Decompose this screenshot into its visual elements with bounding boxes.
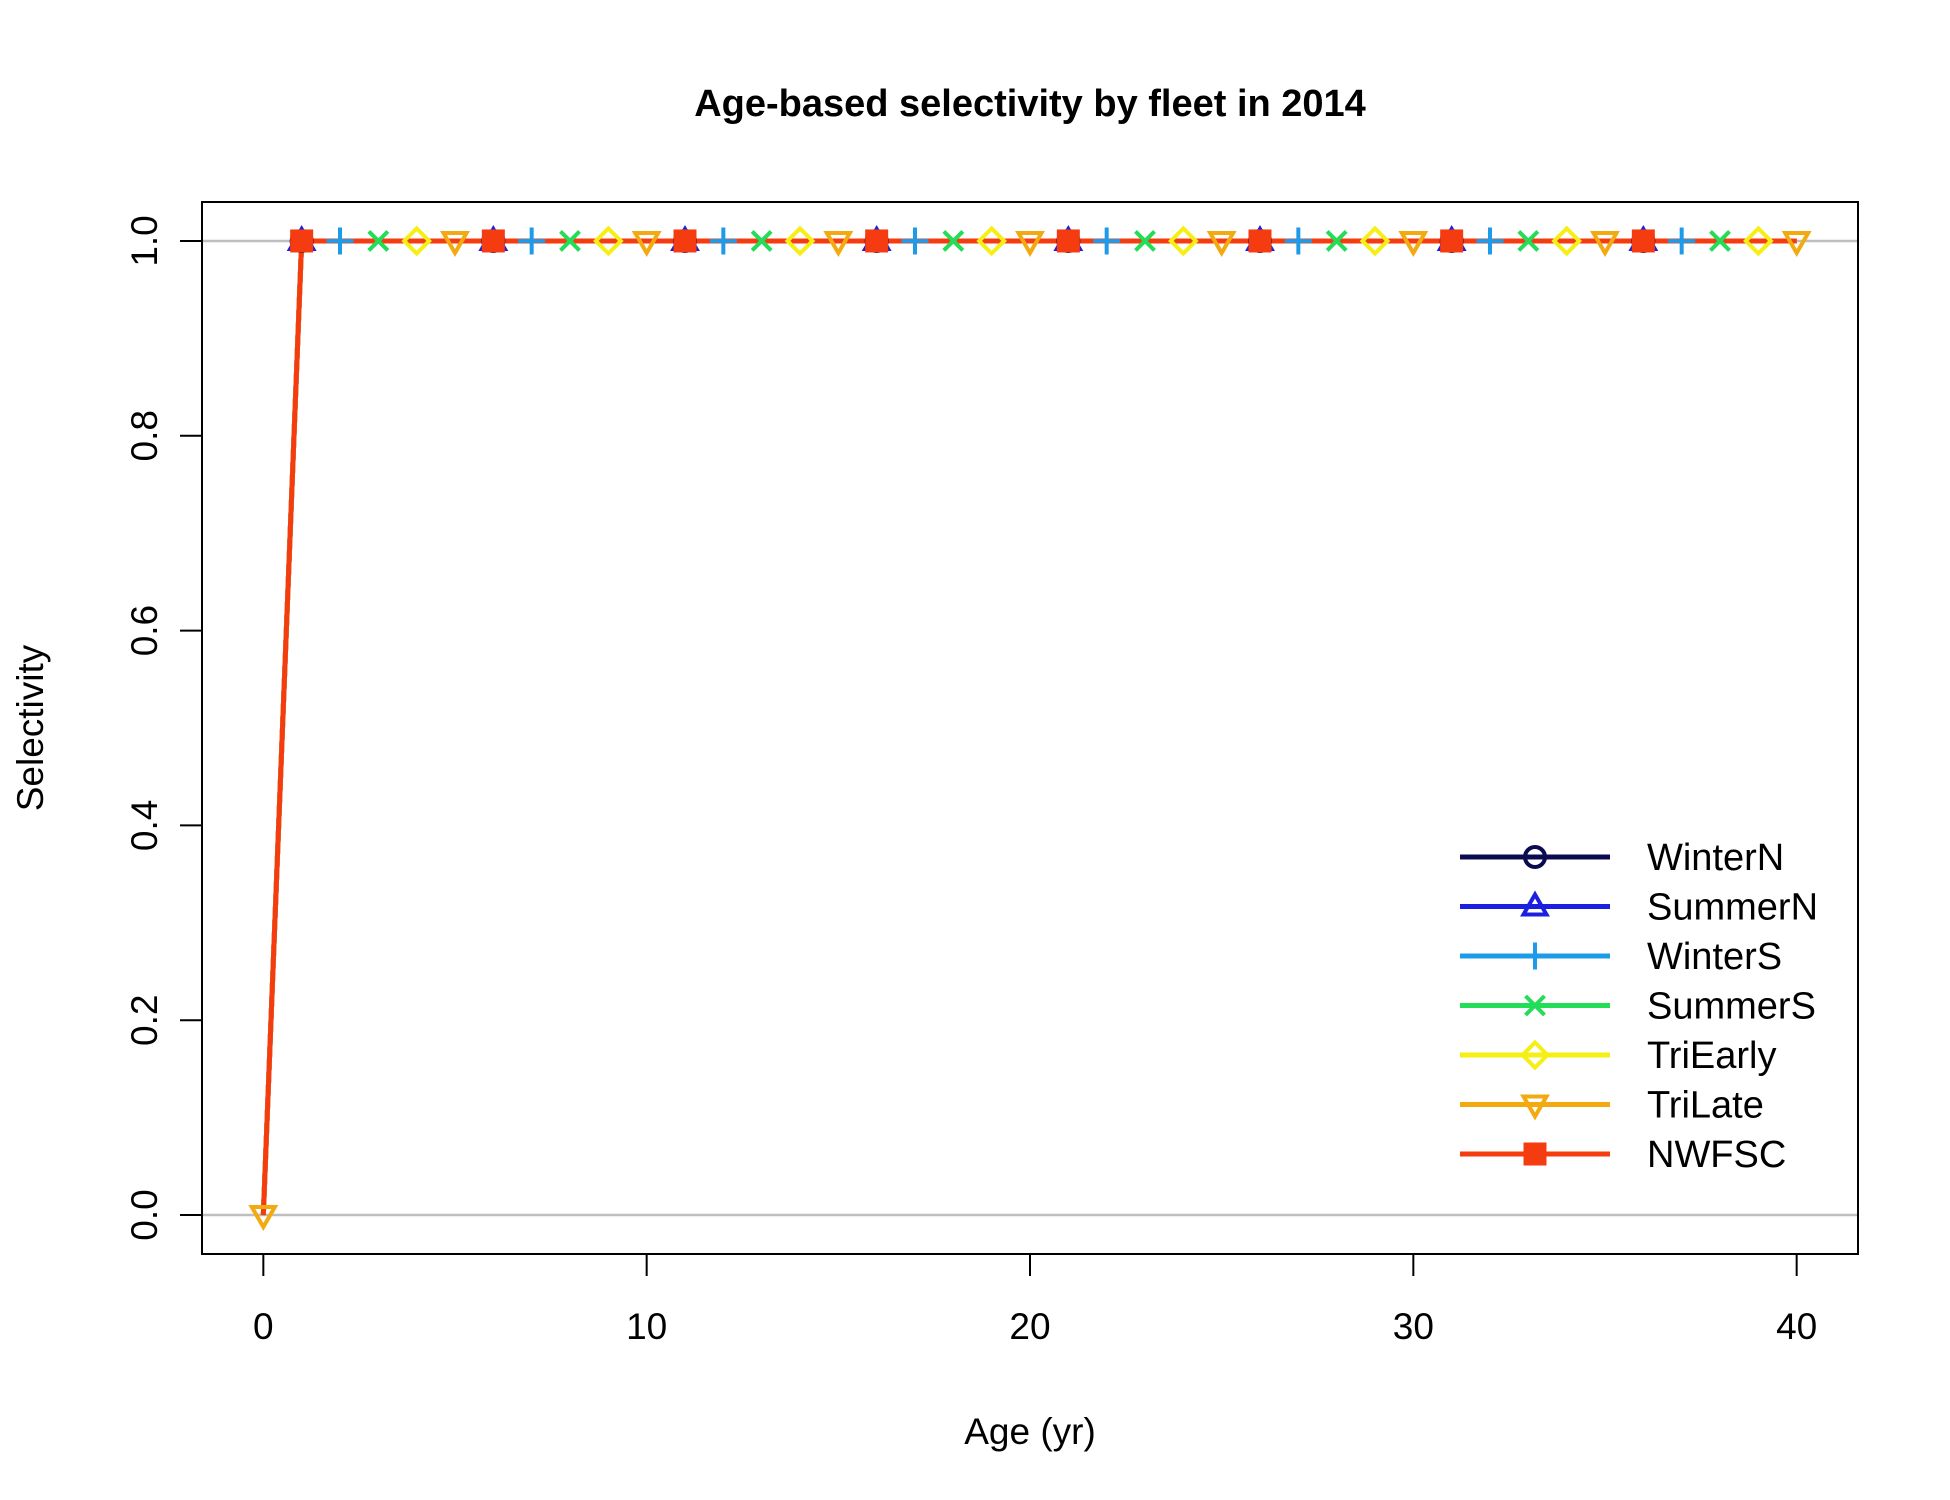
legend-marker-winters xyxy=(1521,942,1549,970)
series-line-summern xyxy=(260,238,1797,1216)
data-point-triearly xyxy=(976,225,1007,257)
x-axis-label: Age (yr) xyxy=(964,1411,1096,1452)
x-tick-label: 0 xyxy=(253,1306,274,1347)
y-tick-label: 0.8 xyxy=(124,410,165,461)
data-point-winters xyxy=(326,227,354,255)
legend-marker-summern xyxy=(1520,890,1550,917)
data-point-triearly xyxy=(593,225,624,257)
data-point-summers xyxy=(559,230,581,252)
data-point-summers xyxy=(1517,230,1540,252)
legend: WinterN SummerN WinterS SummerS TriEarly TriL… xyxy=(1460,837,1818,1176)
y-tick-label: 0.4 xyxy=(124,800,165,851)
legend-marker-wintern xyxy=(1523,845,1547,869)
data-point-trilate xyxy=(1015,230,1045,257)
y-tick-label: 1.0 xyxy=(124,215,165,266)
chart-title: Age-based selectivity by fleet in 2014 xyxy=(694,83,1366,125)
x-tick-label: 20 xyxy=(1009,1306,1050,1347)
data-point-summers xyxy=(367,230,390,252)
data-point-nwfsc xyxy=(1631,229,1655,253)
data-point-nwfsc xyxy=(865,229,889,253)
data-point-triearly xyxy=(1359,225,1391,257)
y-tick-label: 0.0 xyxy=(124,1189,165,1240)
data-point-nwfsc xyxy=(673,229,697,253)
legend-marker-summers xyxy=(1524,994,1546,1017)
data-point-summers xyxy=(1325,230,1348,252)
legend-label: WinterS xyxy=(1647,936,1782,978)
legend-marker-nwfsc xyxy=(1523,1142,1547,1166)
data-point-nwfsc xyxy=(1056,229,1080,253)
data-point-triearly xyxy=(1551,225,1582,257)
legend-label: SummerS xyxy=(1647,986,1816,1028)
data-point-nwfsc xyxy=(290,229,314,253)
data-point-winters xyxy=(1284,227,1312,255)
data-point-trilate xyxy=(1590,230,1620,257)
legend-item-summern: SummerN xyxy=(1460,887,1818,929)
data-point-nwfsc xyxy=(481,229,505,253)
legend-item-triearly: TriEarly xyxy=(1460,1035,1776,1077)
data-point-summers xyxy=(1134,230,1156,252)
data-point-triearly xyxy=(1168,225,1199,257)
series-line-wintern xyxy=(260,238,1797,1216)
legend-marker-triearly xyxy=(1519,1039,1551,1071)
x-axis: 0 10 20 30 40 xyxy=(253,1253,1817,1347)
reference-lines xyxy=(202,239,1858,1217)
legend-label: NWFSC xyxy=(1647,1134,1786,1176)
y-axis-label: Selectivity xyxy=(10,644,51,811)
legend-item-trilate: TriLate xyxy=(1460,1085,1764,1127)
legend-label: TriLate xyxy=(1647,1085,1764,1127)
data-point-winters xyxy=(1093,227,1121,255)
data-point-summers xyxy=(942,230,965,252)
legend-item-winters: WinterS xyxy=(1460,936,1782,978)
series-line-winters xyxy=(260,238,1797,1216)
data-point-trilate xyxy=(1206,230,1237,257)
legend-label: TriEarly xyxy=(1647,1035,1776,1077)
data-point-trilate xyxy=(1781,230,1812,257)
data-point-trilate xyxy=(631,230,662,257)
series-line-nwfsc xyxy=(260,238,1797,1216)
data-point-summers xyxy=(750,230,773,252)
series-markers xyxy=(248,224,1812,1232)
legend-item-nwfsc: NWFSC xyxy=(1460,1134,1786,1176)
data-point-winters xyxy=(709,227,737,255)
y-tick-label: 0.6 xyxy=(124,605,165,656)
plot-frame xyxy=(201,201,1859,1255)
data-point-nwfsc xyxy=(1440,229,1464,253)
data-point-triearly xyxy=(784,225,816,257)
data-point-winters xyxy=(901,227,929,255)
data-point-triearly xyxy=(401,225,432,257)
data-point-trilate xyxy=(823,230,854,257)
data-point-winters xyxy=(518,227,546,255)
series-line-triearly xyxy=(260,238,1797,1216)
series-line-trilate xyxy=(260,238,1797,1216)
y-tick-label: 0.2 xyxy=(124,995,165,1046)
series-line-summers xyxy=(260,238,1797,1216)
data-point-summers xyxy=(1709,230,1731,252)
legend-label: WinterN xyxy=(1647,837,1784,879)
y-axis: 0.0 0.2 0.4 0.6 0.8 1.0 xyxy=(124,215,203,1241)
legend-item-summers: SummerS xyxy=(1460,986,1816,1028)
legend-marker-trilate xyxy=(1520,1094,1550,1121)
data-point-trilate xyxy=(440,230,470,257)
legend-label: SummerN xyxy=(1647,887,1818,929)
data-point-winters xyxy=(1476,227,1504,255)
data-point-triearly xyxy=(1743,225,1774,257)
data-point-nwfsc xyxy=(1248,229,1272,253)
x-tick-label: 30 xyxy=(1393,1306,1434,1347)
series-lines xyxy=(260,238,1797,1216)
legend-item-wintern: WinterN xyxy=(1460,837,1784,879)
data-point-trilate xyxy=(248,1205,279,1232)
x-tick-label: 40 xyxy=(1776,1306,1817,1347)
data-point-trilate xyxy=(1398,230,1429,257)
x-tick-label: 10 xyxy=(626,1306,667,1347)
data-point-winters xyxy=(1668,227,1696,255)
